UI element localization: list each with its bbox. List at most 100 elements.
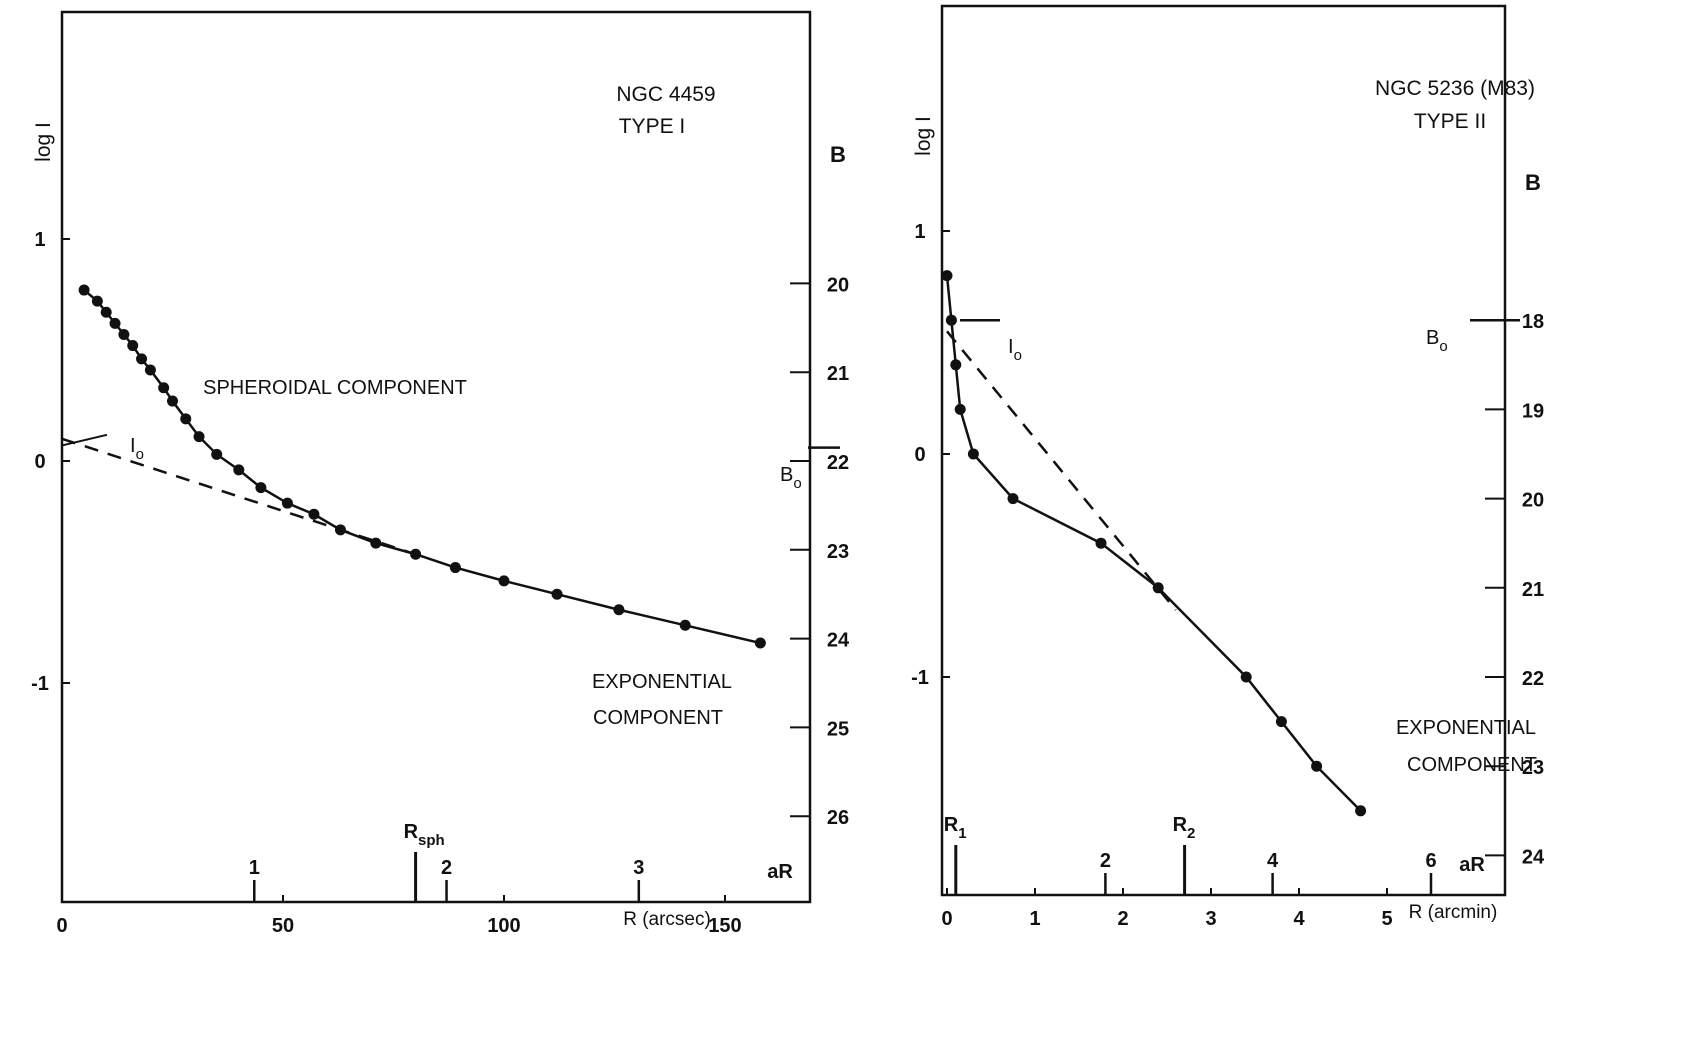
data-point [1240, 671, 1252, 683]
radius-marker-label: R2 [1173, 814, 1196, 842]
x-tick-label: 0 [56, 915, 67, 937]
y-tick-label: 1 [914, 221, 925, 243]
B-tick-label: 21 [827, 363, 849, 385]
data-point [211, 448, 223, 460]
aR-tick-label: 2 [1100, 850, 1111, 872]
data-point [945, 314, 957, 326]
y-tick-label: -1 [911, 667, 929, 689]
B-axis-label: B [830, 142, 846, 167]
B0-label: Bo [780, 464, 802, 492]
B-tick-label: 26 [827, 807, 849, 829]
radius-marker-label-sub: sph [418, 832, 445, 849]
data-point [180, 413, 192, 425]
x-tick-label: 5 [1381, 908, 1392, 930]
data-point [193, 431, 205, 443]
I0-label: Io [130, 435, 144, 463]
plot-frame [60, 10, 812, 904]
B-tick-label: 20 [827, 274, 849, 296]
data-point [679, 619, 691, 631]
radius-marker-label: Rsph [404, 821, 445, 849]
I0-label-main: I [130, 435, 136, 457]
x-axis-label: R (arcsec) [623, 909, 711, 930]
data-point [233, 464, 245, 476]
data-point [551, 588, 563, 600]
exponential-label-line2: COMPONENT [1407, 754, 1537, 776]
aR-label: aR [1459, 854, 1485, 876]
x-tick-label: 1 [1029, 908, 1040, 930]
profile-line [83, 289, 761, 645]
B0-label-main: B [780, 464, 793, 486]
data-point [281, 497, 293, 509]
data-point [967, 448, 979, 460]
data-point [136, 353, 148, 365]
x-tick-label: 0 [941, 908, 952, 930]
profile-line [945, 275, 1362, 812]
x-axis-label: R (arcmin) [1409, 902, 1498, 923]
I0-label: Io [1008, 336, 1022, 364]
dashed-fit-line [61, 437, 416, 556]
data-point [167, 395, 178, 407]
B-tick-label: 21 [1522, 579, 1544, 601]
dashed-fit-line [946, 330, 1177, 611]
data-point [941, 270, 953, 282]
radius-marker-label-main: R [944, 814, 959, 836]
B-tick-label: 19 [1522, 400, 1544, 422]
data-point [370, 537, 382, 549]
data-point [1095, 537, 1107, 549]
data-point [78, 284, 90, 296]
chart-subtitle: TYPE II [1414, 110, 1486, 133]
B-tick-label: 22 [1522, 668, 1544, 690]
B0-label-sub: o [1439, 338, 1447, 355]
B-tick-label: 20 [1522, 490, 1544, 512]
B-tick-label: 18 [1522, 311, 1544, 333]
y-axis-label: log I [912, 116, 935, 156]
B0-label-main: B [1426, 327, 1439, 349]
x-tick-label: 4 [1293, 908, 1305, 930]
I0-label-sub: o [1014, 347, 1022, 364]
data-point [144, 364, 156, 376]
y-axis-label: log I [32, 122, 55, 162]
B0-label-sub: o [793, 475, 801, 492]
B-tick-label: 23 [1522, 757, 1544, 779]
data-point [950, 359, 962, 371]
data-point [498, 575, 510, 587]
y-tick-label: -1 [31, 673, 49, 695]
y-tick-label: 0 [914, 444, 925, 466]
data-point [118, 328, 130, 340]
y-tick-label: 0 [34, 451, 45, 473]
chart-subtitle: TYPE I [619, 115, 686, 138]
exponential-label-line1: EXPONENTIAL [1396, 717, 1536, 739]
x-tick-label: 50 [272, 915, 294, 937]
chart-title: NGC 4459 [616, 83, 715, 106]
x-tick-label: 150 [708, 915, 741, 937]
B-tick-label: 22 [827, 452, 849, 474]
exponential-label-line1: EXPONENTIAL [592, 671, 732, 693]
x-tick-label: 2 [1117, 908, 1128, 930]
data-point [255, 482, 267, 494]
y-tick-label: 1 [34, 229, 45, 251]
data-point [1355, 805, 1367, 817]
B-tick-label: 24 [827, 630, 850, 652]
data-point [109, 317, 121, 329]
aR-tick-label: 4 [1267, 850, 1279, 872]
radius-marker-label-sub: 1 [958, 825, 966, 842]
data-point [91, 295, 103, 307]
aR-tick-label: 6 [1425, 850, 1436, 872]
aR-tick-label: 2 [441, 857, 452, 879]
I0-label-sub: o [136, 446, 144, 463]
data-point [1007, 493, 1019, 505]
I0-label-main: I [1008, 336, 1014, 358]
chart-title: NGC 5236 (M83) [1375, 77, 1535, 100]
B0-label: Bo [1426, 327, 1448, 355]
B-tick-label: 25 [827, 718, 849, 740]
spheroidal-component-label: SPHEROIDAL COMPONENT [203, 377, 467, 399]
data-point [158, 382, 170, 394]
data-point [754, 637, 766, 649]
aR-label: aR [767, 861, 793, 883]
plot-frame [940, 4, 1507, 897]
aR-tick-label: 3 [633, 857, 644, 879]
data-point [449, 562, 461, 574]
